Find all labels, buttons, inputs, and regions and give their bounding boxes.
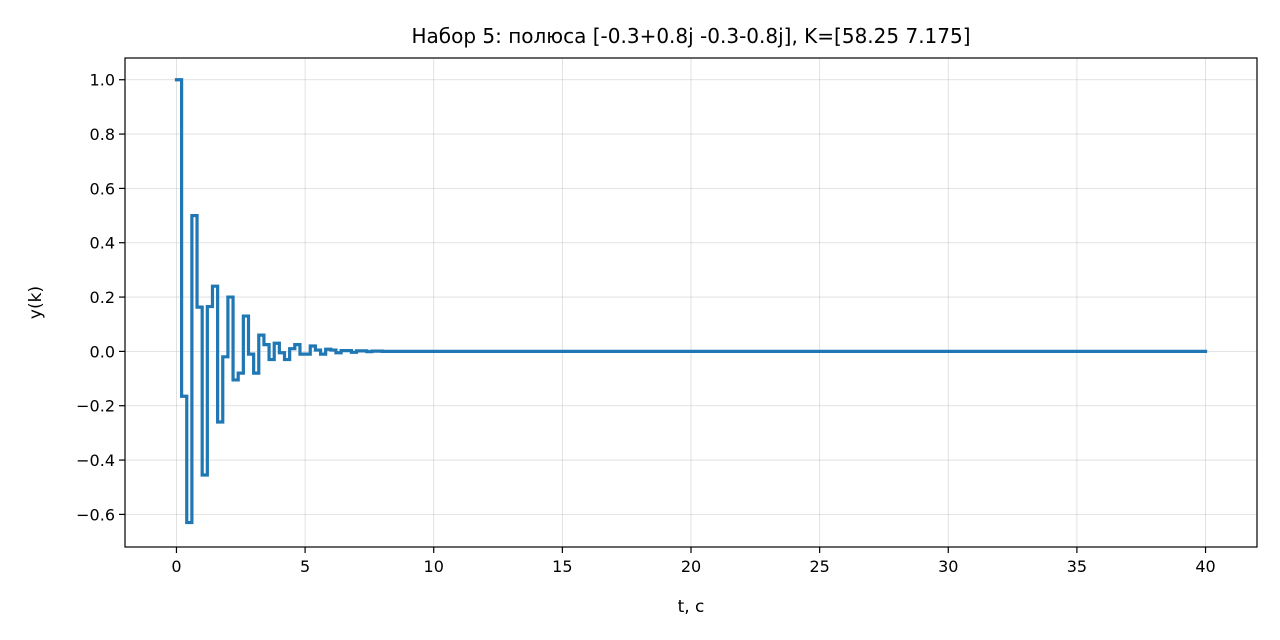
- grid: [125, 58, 1257, 547]
- x-tick-label: 0: [171, 557, 181, 576]
- x-axis-ticks: 0 5 10 15 20 25 30 35 40: [171, 547, 1216, 576]
- chart-title: Набор 5: полюса [-0.3+0.8j -0.3-0.8j], K…: [411, 24, 970, 48]
- y-axis-label: y(k): [26, 286, 46, 319]
- x-tick-label: 25: [809, 557, 829, 576]
- x-tick-label: 10: [424, 557, 444, 576]
- y-tick-label: 0.4: [90, 234, 115, 253]
- y-tick-label: 0.8: [90, 125, 115, 144]
- y-tick-label: 1.0: [90, 71, 115, 90]
- y-tick-label: 0.6: [90, 179, 115, 198]
- x-tick-label: 35: [1067, 557, 1087, 576]
- x-tick-label: 15: [552, 557, 572, 576]
- y-axis-ticks: −0.6 −0.4 −0.2 0.0 0.2 0.4 0.6 0.8 1.0: [76, 71, 125, 524]
- series-layer: [174, 78, 1208, 525]
- x-tick-label: 20: [681, 557, 701, 576]
- y-tick-label: 0.0: [90, 342, 115, 361]
- x-tick-label: 5: [300, 557, 310, 576]
- y-tick-label: −0.6: [76, 505, 115, 524]
- x-axis-label: t, с: [678, 597, 705, 617]
- y-tick-label: −0.4: [76, 451, 115, 470]
- series-line: [174, 78, 1208, 525]
- x-tick-label: 30: [938, 557, 958, 576]
- y-tick-label: 0.2: [90, 288, 115, 307]
- x-tick-label: 40: [1195, 557, 1215, 576]
- y-tick-label: −0.2: [76, 397, 115, 416]
